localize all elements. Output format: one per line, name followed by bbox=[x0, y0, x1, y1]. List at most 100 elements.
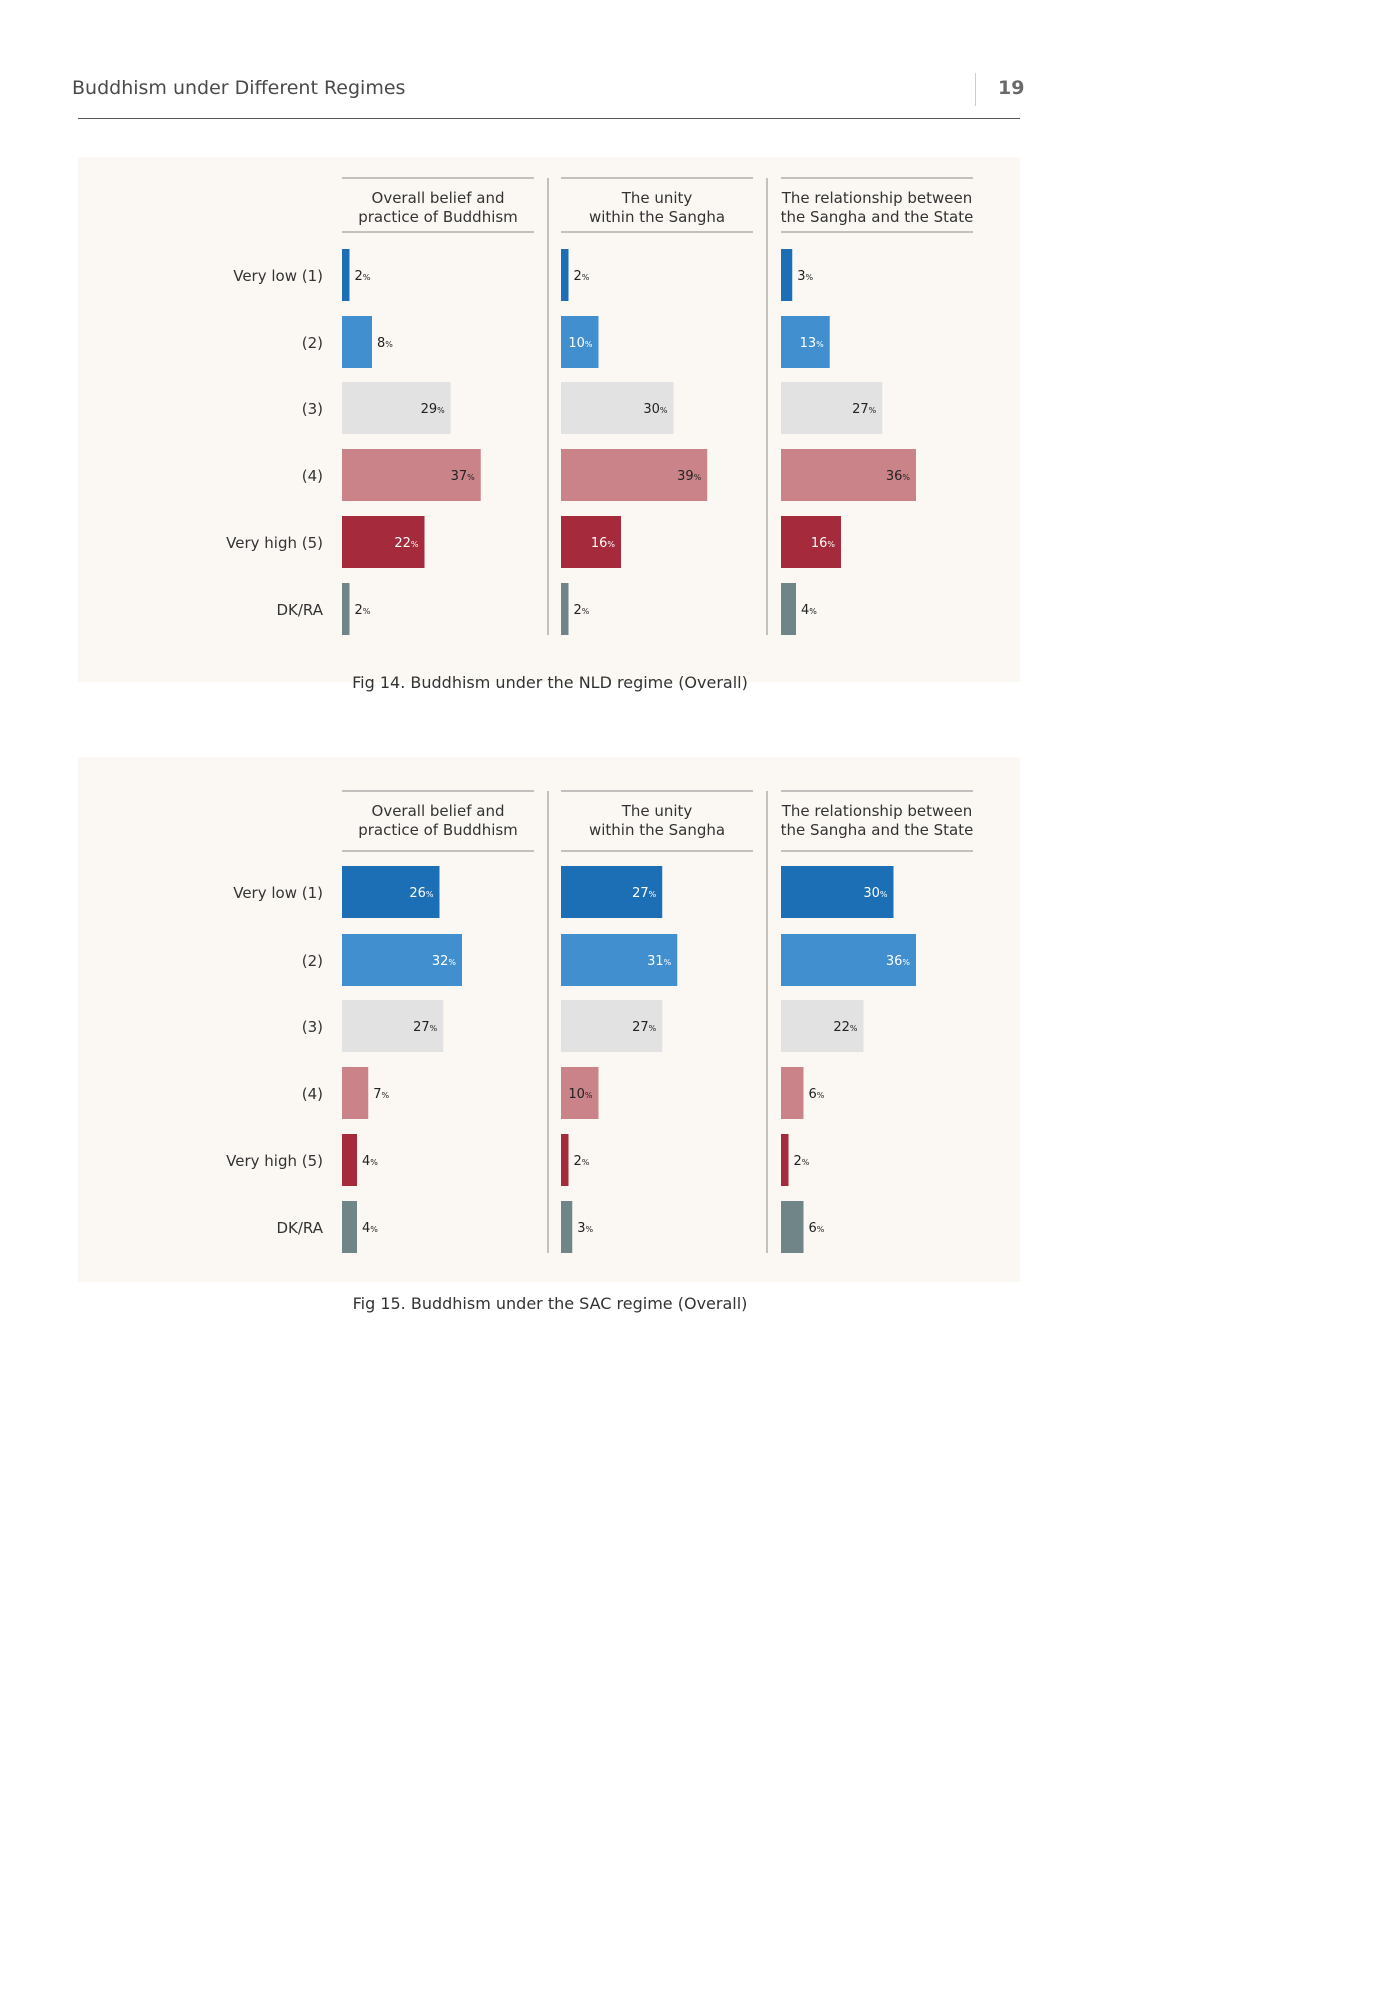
bar bbox=[342, 382, 451, 434]
bar bbox=[561, 516, 621, 568]
page-header-title: Buddhism under Different Regimes bbox=[72, 77, 406, 99]
bar-value-label: 4% bbox=[362, 1154, 378, 1169]
category-label: (4) bbox=[302, 467, 323, 485]
bar bbox=[781, 583, 796, 635]
bar bbox=[342, 1134, 357, 1186]
bar bbox=[781, 1067, 804, 1119]
bar-value-label: 2% bbox=[355, 603, 371, 618]
bar-value-label: 16% bbox=[591, 536, 616, 551]
category-label: (3) bbox=[302, 1018, 323, 1036]
category-label: DK/RA bbox=[276, 1219, 323, 1237]
bar-value-label: 4% bbox=[801, 603, 817, 618]
bar bbox=[561, 382, 674, 434]
bar-value-label: 27% bbox=[413, 1020, 438, 1035]
figure-caption-nld: Fig 14. Buddhism under the NLD regime (O… bbox=[352, 673, 748, 692]
category-label: (4) bbox=[302, 1085, 323, 1103]
bar-value-label: 4% bbox=[362, 1221, 378, 1236]
bar-value-label: 3% bbox=[577, 1221, 593, 1236]
chart-panel-nld: Very low (1) (2) (3) (4) Very high (5) DK/RA O… bbox=[78, 157, 1020, 682]
panel-header-label: Overall belief and practice of Buddhism bbox=[358, 802, 518, 839]
bar bbox=[342, 449, 481, 501]
bar-value-label: 3% bbox=[797, 269, 813, 284]
bar bbox=[781, 1201, 804, 1253]
chart-sac: Very low (1) (2) (3) (4) Very high (5) DK/RA O… bbox=[226, 790, 974, 1253]
bar bbox=[561, 1067, 599, 1119]
bar bbox=[781, 516, 841, 568]
bar bbox=[781, 316, 830, 368]
bar-value-label: 2% bbox=[355, 269, 371, 284]
bar-value-label: 30% bbox=[863, 886, 888, 901]
bar-value-label: 29% bbox=[421, 402, 446, 417]
bar bbox=[561, 249, 569, 301]
bar-value-label: 27% bbox=[852, 402, 877, 417]
figure-caption-sac: Fig 15. Buddhism under the SAC regime (O… bbox=[352, 1294, 748, 1313]
bar bbox=[561, 1134, 569, 1186]
bar-value-label: 2% bbox=[794, 1154, 810, 1169]
page-number: 19 bbox=[998, 77, 1025, 99]
header-divider bbox=[975, 73, 976, 106]
bar bbox=[561, 934, 678, 986]
bar-value-label: 6% bbox=[809, 1221, 825, 1236]
bar bbox=[781, 382, 883, 434]
bar bbox=[342, 316, 372, 368]
bar bbox=[561, 449, 708, 501]
bar-value-label: 36% bbox=[886, 469, 911, 484]
chart-nld: Very low (1) (2) (3) (4) Very high (5) DK/RA O… bbox=[226, 177, 974, 635]
bar bbox=[561, 316, 599, 368]
bar bbox=[342, 1201, 357, 1253]
panel-header-label: The relationship between the Sangha and t… bbox=[781, 802, 974, 839]
bar-value-label: 10% bbox=[568, 1087, 593, 1102]
bar bbox=[781, 934, 916, 986]
bar bbox=[561, 1201, 573, 1253]
bar-value-label: 22% bbox=[833, 1020, 858, 1035]
bar-value-label: 2% bbox=[574, 1154, 590, 1169]
bar-value-label: 2% bbox=[574, 603, 590, 618]
bar bbox=[342, 866, 440, 918]
bar-value-label: 16% bbox=[811, 536, 836, 551]
bar-value-label: 39% bbox=[677, 469, 702, 484]
category-label: Very high (5) bbox=[226, 534, 323, 552]
bar-value-label: 37% bbox=[451, 469, 476, 484]
bar-value-label: 8% bbox=[377, 336, 393, 351]
header-rule bbox=[78, 118, 1020, 119]
category-label: DK/RA bbox=[276, 601, 323, 619]
category-label: Very low (1) bbox=[233, 884, 323, 902]
bar bbox=[561, 866, 663, 918]
bar-value-label: 13% bbox=[800, 336, 825, 351]
bar bbox=[342, 1000, 444, 1052]
bar-value-label: 36% bbox=[886, 954, 911, 969]
bar bbox=[342, 583, 350, 635]
bar bbox=[342, 1067, 369, 1119]
bar bbox=[781, 866, 894, 918]
bar bbox=[781, 249, 793, 301]
category-label: Very low (1) bbox=[233, 267, 323, 285]
category-label: (3) bbox=[302, 400, 323, 418]
panel-header-label: The relationship between the Sangha and t… bbox=[781, 189, 974, 226]
bar bbox=[342, 516, 425, 568]
bar bbox=[781, 1134, 789, 1186]
bar-value-label: 27% bbox=[632, 1020, 657, 1035]
bar-value-label: 7% bbox=[373, 1087, 389, 1102]
bar bbox=[561, 583, 569, 635]
bar bbox=[342, 934, 462, 986]
bar bbox=[342, 249, 350, 301]
bar-value-label: 6% bbox=[809, 1087, 825, 1102]
bar-value-label: 26% bbox=[409, 886, 434, 901]
panel-header-label: The unity within the Sangha bbox=[589, 802, 725, 839]
bar-value-label: 30% bbox=[643, 402, 668, 417]
bar-value-label: 2% bbox=[574, 269, 590, 284]
bar-value-label: 32% bbox=[432, 954, 457, 969]
panel-header-label: The unity within the Sangha bbox=[589, 189, 725, 226]
bar bbox=[781, 449, 916, 501]
bar-value-label: 10% bbox=[568, 336, 593, 351]
bar-value-label: 27% bbox=[632, 886, 657, 901]
chart-panel-sac: Very low (1) (2) (3) (4) Very high (5) DK/RA O… bbox=[78, 757, 1020, 1282]
panel-header-label: Overall belief and practice of Buddhism bbox=[358, 189, 518, 226]
bar-value-label: 22% bbox=[394, 536, 419, 551]
bar bbox=[561, 1000, 663, 1052]
bar bbox=[781, 1000, 864, 1052]
bar-value-label: 31% bbox=[647, 954, 672, 969]
category-label: (2) bbox=[302, 952, 323, 970]
category-label: Very high (5) bbox=[226, 1152, 323, 1170]
category-label: (2) bbox=[302, 334, 323, 352]
